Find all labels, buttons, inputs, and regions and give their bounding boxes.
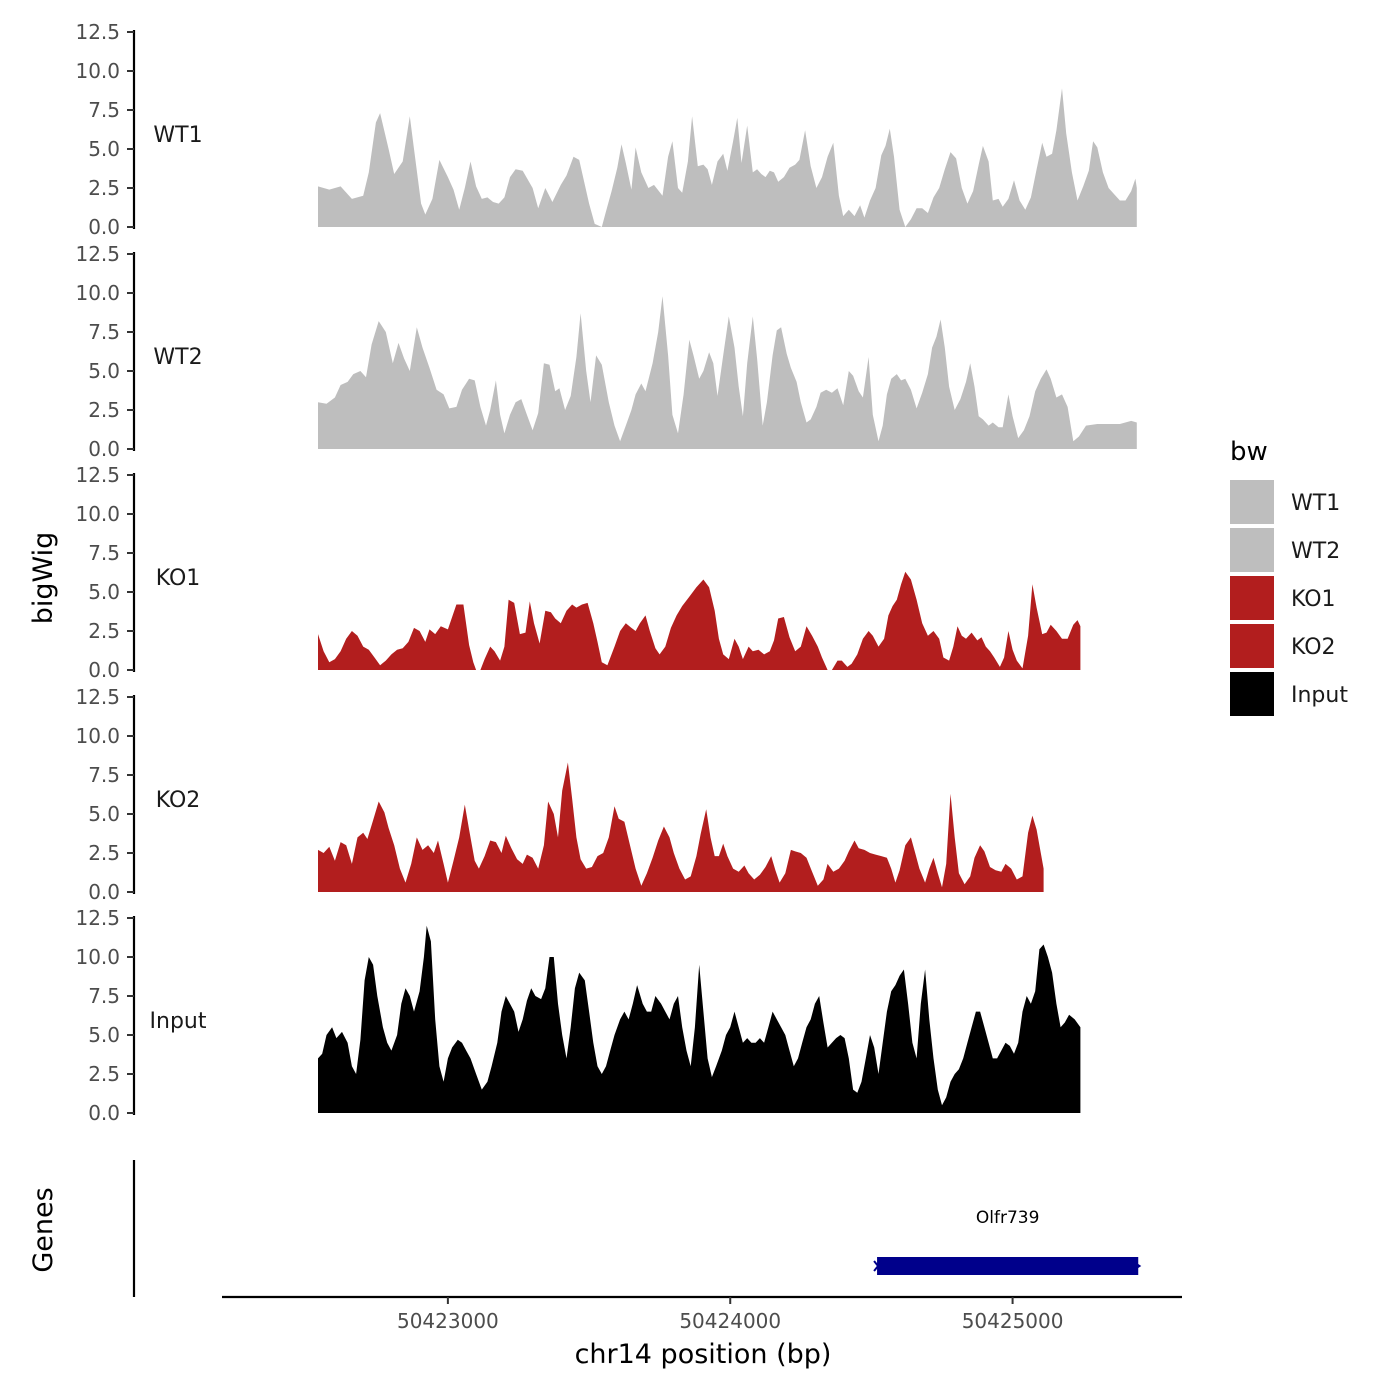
legend-item-ko2: KO2 — [1230, 624, 1336, 668]
legend-item-ko1: KO1 — [1230, 576, 1336, 620]
y-tick-label: 7.5 — [88, 984, 120, 1008]
y-tick-label: 12.5 — [75, 906, 120, 930]
coverage-area-wt2 — [318, 296, 1137, 449]
legend-swatch — [1230, 528, 1274, 572]
legend-label: WT2 — [1291, 539, 1340, 564]
y-tick-label: 2.5 — [88, 176, 120, 200]
y-tick-label: 5.0 — [88, 580, 120, 604]
y-tick-label: 12.5 — [75, 242, 120, 266]
coverage-area-ko1 — [318, 571, 1081, 670]
y-tick-label: 10.0 — [75, 724, 120, 748]
y-tick-label: 2.5 — [88, 619, 120, 643]
track-ko1: 12.5 10.0 7.5 5.0 2.5 0.0 KO1 — [75, 463, 1081, 682]
y-tick-label: 10.0 — [75, 281, 120, 305]
y-tick-label: 5.0 — [88, 137, 120, 161]
y-tick-label: 0.0 — [88, 437, 120, 461]
legend: bw WT1 WT2 KO1 KO2 Input — [1230, 437, 1348, 716]
gene-olfr739: Olfr739 — [873, 1208, 1142, 1275]
track-label: Input — [150, 1009, 207, 1034]
x-axis-title: chr14 position (bp) — [575, 1339, 832, 1370]
track-wt1: 12.5 10.0 7.5 5.0 2.5 0.0 WT1 — [75, 20, 1137, 239]
coverage-area-ko2 — [318, 762, 1044, 892]
legend-swatch — [1230, 480, 1274, 524]
y-tick-label: 5.0 — [88, 1023, 120, 1047]
y-tick-label: 2.5 — [88, 1062, 120, 1086]
track-label: WT1 — [153, 123, 202, 148]
x-axis: 50423000 50424000 50425000 — [222, 1295, 1182, 1333]
y-tick-label: 10.0 — [75, 59, 120, 83]
legend-title: bw — [1230, 437, 1268, 467]
strand-marker — [1135, 1262, 1142, 1270]
legend-item-input: Input — [1230, 672, 1348, 716]
legend-label: Input — [1291, 683, 1348, 708]
y-tick-label: 12.5 — [75, 463, 120, 487]
genes-axis-title: Genes — [28, 1187, 59, 1272]
genes-panel: Olfr739 — [132, 1160, 1142, 1297]
track-label: WT2 — [153, 345, 202, 370]
coverage-area-wt1 — [318, 88, 1137, 227]
y-tick-label: 0.0 — [88, 215, 120, 239]
legend-label: KO2 — [1291, 635, 1336, 660]
legend-item-wt1: WT1 — [1230, 480, 1340, 524]
gene-label: Olfr739 — [976, 1208, 1040, 1228]
y-tick-label: 10.0 — [75, 502, 120, 526]
y-tick-label: 10.0 — [75, 945, 120, 969]
legend-label: WT1 — [1291, 491, 1340, 516]
y-tick-label: 5.0 — [88, 802, 120, 826]
track-label: KO1 — [156, 566, 201, 591]
y-tick-label: 2.5 — [88, 841, 120, 865]
coverage-tracks: 12.5 10.0 7.5 5.0 2.5 0.0 WT1 12.5 10.0 7.5 5.0 2.5… — [75, 20, 1137, 1125]
y-tick-label: 5.0 — [88, 359, 120, 383]
coverage-area-input — [318, 925, 1081, 1113]
legend-swatch — [1230, 576, 1274, 620]
y-axis-title: bigWig — [28, 532, 59, 625]
x-tick-label: 50423000 — [397, 1309, 499, 1333]
legend-swatch — [1230, 624, 1274, 668]
track-wt2: 12.5 10.0 7.5 5.0 2.5 0.0 WT2 — [75, 242, 1137, 461]
y-tick-label: 7.5 — [88, 98, 120, 122]
track-ko2: 12.5 10.0 7.5 5.0 2.5 0.0 KO2 — [75, 685, 1044, 904]
legend-label: KO1 — [1291, 587, 1336, 612]
gene-body — [877, 1257, 1139, 1275]
y-tick-label: 0.0 — [88, 880, 120, 904]
y-tick-label: 12.5 — [75, 685, 120, 709]
track-input: 12.5 10.0 7.5 5.0 2.5 0.0 Input — [75, 906, 1081, 1125]
x-tick-label: 50424000 — [679, 1309, 781, 1333]
x-tick-label: 50425000 — [962, 1309, 1064, 1333]
legend-item-wt2: WT2 — [1230, 528, 1340, 572]
y-tick-label: 7.5 — [88, 763, 120, 787]
y-tick-label: 7.5 — [88, 320, 120, 344]
strand-marker — [873, 1260, 883, 1272]
y-tick-label: 0.0 — [88, 1101, 120, 1125]
y-tick-label: 2.5 — [88, 398, 120, 422]
track-label: KO2 — [156, 788, 201, 813]
y-tick-label: 0.0 — [88, 658, 120, 682]
y-tick-label: 7.5 — [88, 541, 120, 565]
legend-swatch — [1230, 672, 1274, 716]
y-tick-label: 12.5 — [75, 20, 120, 44]
